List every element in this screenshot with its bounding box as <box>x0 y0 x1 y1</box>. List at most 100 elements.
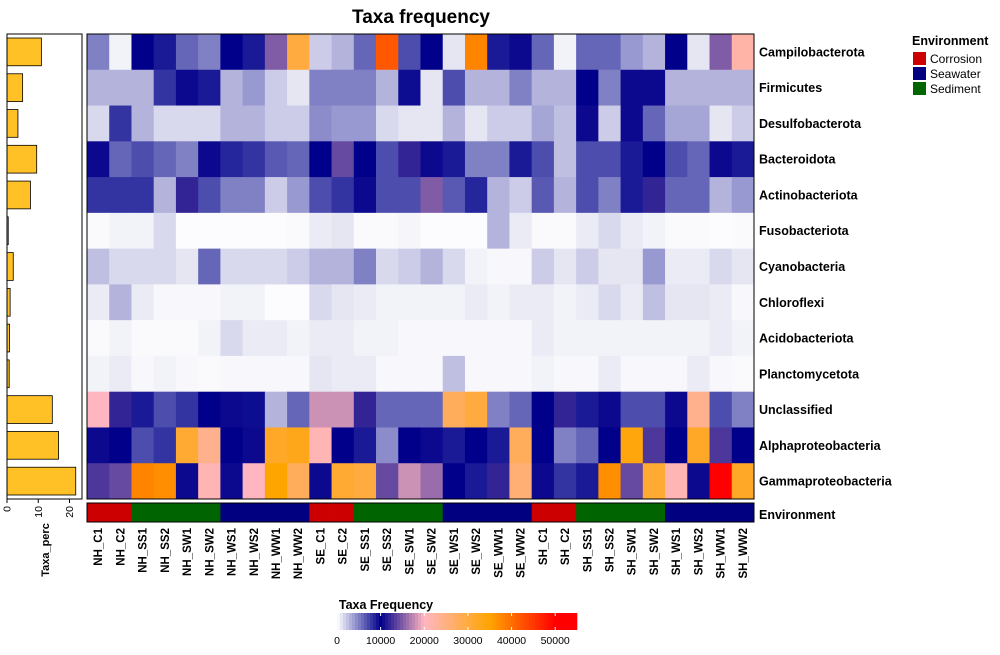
heatmap-cell <box>442 177 466 214</box>
frequency-legend-step <box>502 613 506 630</box>
column-label: NH_C1 <box>93 527 105 565</box>
taxa-perc-bar <box>6 395 53 424</box>
heatmap-cell <box>198 105 221 142</box>
frequency-legend-step <box>568 613 572 630</box>
heatmap-cell <box>531 212 555 250</box>
heatmap-cell <box>665 463 688 500</box>
heatmap-cell <box>287 355 310 393</box>
heatmap-cell <box>331 391 355 428</box>
heatmap-cell <box>731 248 755 285</box>
heatmap-cell <box>287 463 310 500</box>
heatmap-cell <box>198 177 221 214</box>
heatmap-cell <box>331 427 355 464</box>
heatmap-cell <box>175 69 199 106</box>
heatmap-cell <box>442 355 466 393</box>
heatmap-cell <box>642 34 666 71</box>
heatmap-cell <box>131 69 155 106</box>
environment-cell <box>709 503 733 522</box>
heatmap-cell <box>553 391 577 428</box>
taxa-perc-tick-label: 0 <box>2 506 14 512</box>
frequency-legend-step <box>430 613 434 630</box>
heatmap-cell <box>620 320 644 357</box>
heatmap-cell <box>442 34 466 71</box>
heatmap-cell <box>131 34 155 71</box>
frequency-legend-step <box>490 613 494 630</box>
environment-cell <box>553 503 577 522</box>
heatmap-cell <box>376 69 399 106</box>
frequency-legend-step <box>370 613 374 630</box>
taxa-perc-bar <box>6 37 42 67</box>
heatmap-cell <box>487 105 510 142</box>
heatmap-cell <box>264 427 288 464</box>
heatmap-cell <box>198 427 221 464</box>
heatmap-cell <box>131 248 155 285</box>
heatmap-cells <box>86 33 755 500</box>
heatmap-cell <box>531 463 555 500</box>
heatmap-cell <box>553 34 577 71</box>
heatmap-cell <box>709 248 733 285</box>
heatmap-cell <box>531 427 555 464</box>
heatmap-cell <box>731 391 755 428</box>
heatmap-cell <box>553 463 577 500</box>
heatmap-cell <box>598 34 621 71</box>
frequency-legend-step <box>439 613 443 630</box>
heatmap-cell <box>487 34 510 71</box>
frequency-legend-step <box>364 613 368 630</box>
environment-cell <box>87 503 110 522</box>
column-label: SE_WW1 <box>493 527 505 577</box>
taxa-perc-bar-panel: 0 10 20 Taxa_perc <box>2 33 83 577</box>
heatmap-cell <box>309 248 332 285</box>
row-label: Bacteroidota <box>759 153 836 167</box>
heatmap-cell <box>398 212 421 250</box>
heatmap-cell <box>598 427 621 464</box>
row-label: Unclassified <box>759 403 833 417</box>
frequency-legend-step <box>505 613 509 630</box>
heatmap-cell <box>420 34 444 71</box>
heatmap-cell <box>109 212 132 250</box>
heatmap-cell <box>709 212 733 250</box>
heatmap-cell <box>687 34 710 71</box>
heatmap-cell <box>665 284 688 321</box>
heatmap-cell <box>153 248 177 285</box>
heatmap-cell <box>709 427 733 464</box>
taxa-perc-tick-label: 20 <box>64 506 76 518</box>
column-label: SH_SW1 <box>627 527 639 575</box>
heatmap-cell <box>109 391 132 428</box>
environment-cell <box>198 503 221 522</box>
heatmap-cell <box>553 212 577 250</box>
frequency-legend-step <box>532 613 536 630</box>
heatmap-cell <box>509 212 533 250</box>
heatmap-cell <box>198 355 221 393</box>
row-label: Alphaproteobacteria <box>759 439 882 453</box>
heatmap-cell <box>87 355 110 393</box>
column-label: SE_WW2 <box>516 528 528 578</box>
heatmap-cell <box>487 463 510 500</box>
row-label: Fusobacteriota <box>759 224 850 238</box>
heatmap-cell <box>598 141 621 178</box>
frequency-legend-step <box>472 613 476 630</box>
heatmap-cell <box>687 427 710 464</box>
heatmap-cell <box>531 284 555 321</box>
heatmap-cell <box>487 177 510 214</box>
heatmap-cell <box>509 427 533 464</box>
heatmap-cell <box>487 320 510 357</box>
heatmap-cell <box>131 177 155 214</box>
frequency-legend-step <box>508 613 512 630</box>
heatmap-cell <box>153 212 177 250</box>
heatmap-cell <box>420 284 444 321</box>
heatmap-cell <box>442 284 466 321</box>
heatmap-cell <box>398 284 421 321</box>
heatmap-cell <box>487 248 510 285</box>
heatmap-cell <box>353 427 377 464</box>
frequency-legend-tick-label: 0 <box>334 635 340 647</box>
frequency-legend-step <box>496 613 500 630</box>
frequency-legend-step <box>499 613 503 630</box>
environment-cell <box>731 503 755 522</box>
frequency-legend-step <box>535 613 539 630</box>
heatmap-cell <box>87 34 110 71</box>
column-labels: NH_C1 NH_C2 NH_SS1 NH_SS2 NH_SW1 NH_SW2 NH_WS1… <box>93 527 750 579</box>
heatmap-cell <box>420 427 444 464</box>
frequency-legend-step <box>550 613 554 630</box>
heatmap-cell <box>442 248 466 285</box>
